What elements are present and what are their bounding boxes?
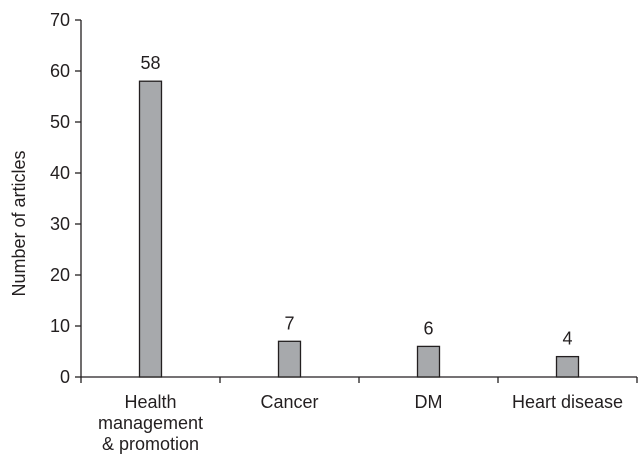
bar-value-label: 6 [423,318,433,338]
y-tick-label: 10 [50,316,70,336]
x-category-label: DM [415,392,443,412]
x-category-label: Heart disease [512,392,623,412]
y-tick-label: 50 [50,112,70,132]
y-axis: 0 10 20 30 40 50 60 70 [50,10,82,387]
y-tick-label: 20 [50,265,70,285]
y-tick-label: 60 [50,61,70,81]
x-category-label: Health [124,392,176,412]
x-category-label: Cancer [260,392,318,412]
bar-value-label: 7 [284,313,294,333]
bars [138,80,580,378]
bar [277,340,302,378]
bar [416,345,441,378]
y-axis-label: Number of articles [9,150,29,296]
bar [138,80,163,378]
y-tick-label: 30 [50,214,70,234]
bar-value-label: 4 [562,329,572,349]
bar-value-label: 58 [140,53,160,73]
y-tick-label: 70 [50,10,70,30]
y-tick-label: 40 [50,163,70,183]
bar [555,355,580,378]
y-tick-label: 0 [60,367,70,387]
x-category-label: & promotion [102,434,199,454]
data-labels: 58 7 6 4 [140,53,572,348]
x-category-label: management [98,413,203,433]
